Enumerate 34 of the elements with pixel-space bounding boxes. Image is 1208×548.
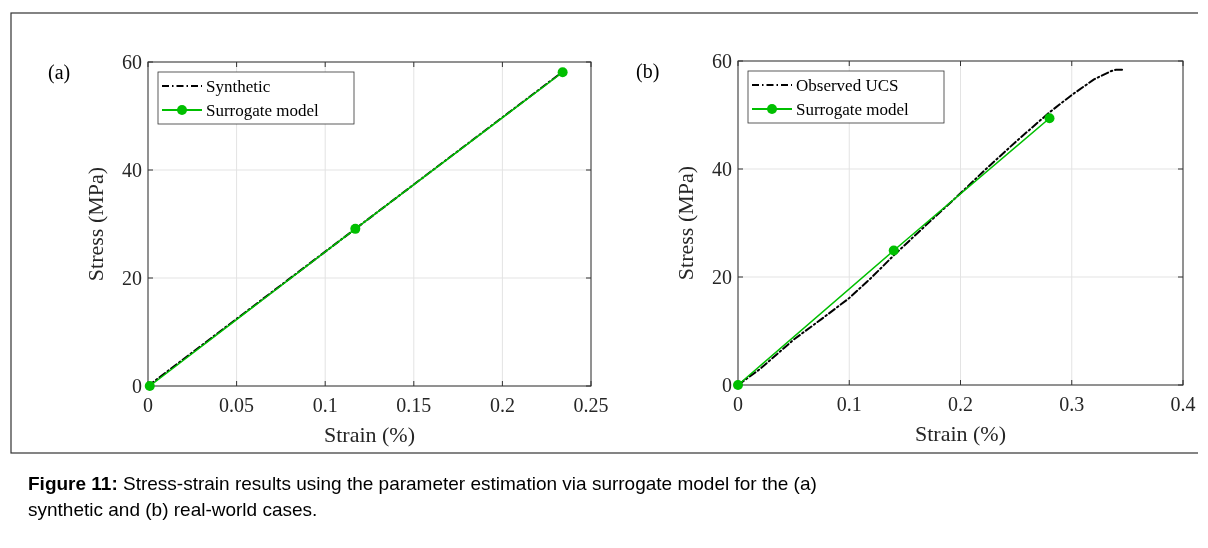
y-tick-label: 0: [132, 375, 142, 397]
y-tick-label: 60: [122, 51, 142, 73]
x-tick-label: 0.4: [1170, 393, 1196, 415]
x-tick-label: 0.2: [489, 394, 515, 416]
chart-title: (b): [636, 60, 660, 83]
point: [557, 67, 568, 78]
x-tick-label: 0.2: [948, 393, 973, 415]
y-axis-title: Stress (MPa): [83, 166, 108, 282]
point: [888, 245, 899, 256]
point: [733, 380, 743, 390]
legend-label: Surrogate model: [206, 101, 320, 120]
x-axis-title: Strain (%): [914, 421, 1007, 446]
chart-title: (a): [48, 61, 71, 84]
point: [1044, 113, 1055, 124]
x-axis-title: Strain (%): [323, 422, 416, 447]
y-tick-label: 0: [722, 374, 732, 396]
y-tick-label: 60: [712, 50, 732, 72]
y-tick-label: 20: [122, 267, 142, 289]
y-tick-label: 20: [712, 266, 732, 288]
caption: Figure 11: Stress-strain results using the parameter estimation via surrogate model for the (a) synthetic and (b) real-world cases.: [28, 473, 817, 520]
x-tick-label: 0.15: [396, 394, 432, 416]
x-tick-label: 0.3: [1059, 393, 1085, 415]
point: [350, 223, 361, 234]
legend-label: Observed UCS: [796, 76, 899, 95]
y-axis-title: Stress (MPa): [673, 165, 698, 281]
x-tick-label: 0.05: [219, 394, 255, 416]
x-tick-label: 0.1: [836, 393, 862, 415]
x-tick-label: 0.25: [573, 394, 609, 416]
point: [144, 381, 155, 391]
y-tick-label: 40: [122, 159, 142, 181]
y-tick-label: 40: [712, 158, 732, 180]
legend-label: Synthetic: [206, 77, 271, 96]
legend-label: Surrogate model: [796, 100, 910, 119]
x-tick-label: 0.1: [312, 394, 338, 416]
